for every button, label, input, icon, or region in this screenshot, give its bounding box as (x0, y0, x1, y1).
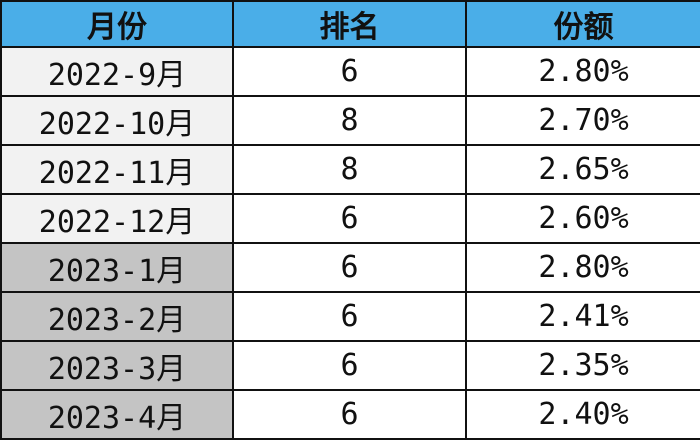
header-share: 份额 (465, 0, 700, 48)
rank-cell: 6 (232, 291, 467, 342)
month-cell: 2022-11月 (0, 144, 234, 195)
table-row: 2022-11月 8 2.65% (0, 144, 700, 195)
share-cell: 2.80% (465, 46, 700, 97)
header-row: 月份 排名 份额 (0, 0, 700, 48)
rank-cell: 6 (232, 193, 467, 244)
share-cell: 2.35% (465, 340, 700, 391)
share-cell: 2.80% (465, 242, 700, 293)
table-row: 2023-4月 6 2.40% (0, 389, 700, 440)
month-cell: 2023-2月 (0, 291, 234, 342)
table-row: 2022-12月 6 2.60% (0, 193, 700, 244)
share-cell: 2.70% (465, 95, 700, 146)
month-cell: 2023-1月 (0, 242, 234, 293)
rank-cell: 6 (232, 389, 467, 440)
rank-cell: 6 (232, 340, 467, 391)
rank-cell: 8 (232, 95, 467, 146)
month-cell: 2022-10月 (0, 95, 234, 146)
rank-cell: 6 (232, 46, 467, 97)
table-row: 2023-1月 6 2.80% (0, 242, 700, 293)
share-cell: 2.65% (465, 144, 700, 195)
share-cell: 2.41% (465, 291, 700, 342)
month-cell: 2023-4月 (0, 389, 234, 440)
share-cell: 2.40% (465, 389, 700, 440)
table-row: 2023-3月 6 2.35% (0, 340, 700, 391)
month-cell: 2022-9月 (0, 46, 234, 97)
month-cell: 2023-3月 (0, 340, 234, 391)
month-cell: 2022-12月 (0, 193, 234, 244)
rank-cell: 8 (232, 144, 467, 195)
share-cell: 2.60% (465, 193, 700, 244)
header-rank: 排名 (232, 0, 467, 48)
table-row: 2022-10月 8 2.70% (0, 95, 700, 146)
header-month: 月份 (0, 0, 234, 48)
table-row: 2023-2月 6 2.41% (0, 291, 700, 342)
table-row: 2022-9月 6 2.80% (0, 46, 700, 97)
rank-cell: 6 (232, 242, 467, 293)
